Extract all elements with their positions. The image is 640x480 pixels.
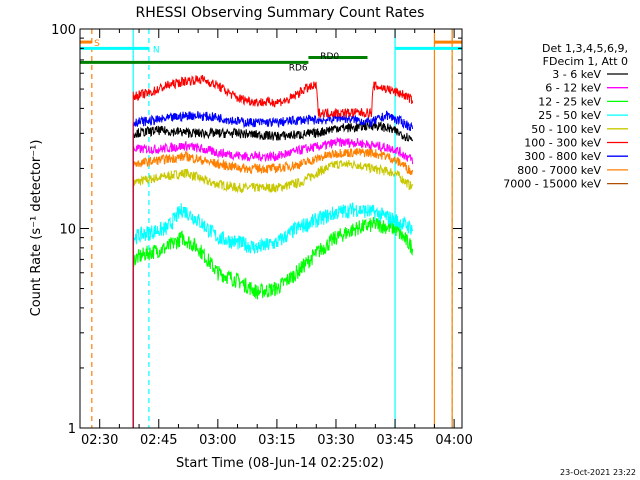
series-trace-5 [132, 74, 414, 428]
y-tick-label: 1 [68, 422, 76, 437]
series-trace-7 [132, 147, 414, 428]
x-axis-label: Start Time (08-Jun-14 02:25:02) [176, 456, 384, 471]
legend-label: 12 - 25 keV [538, 95, 601, 108]
y-axis-label: Count Rate (s⁻¹ detector⁻¹) [29, 140, 44, 317]
legend-label: 50 - 100 keV [531, 123, 601, 136]
legend-label: 800 - 7000 keV [517, 164, 601, 177]
x-tick-label: 03:45 [376, 433, 413, 448]
flag-label-n: N [153, 45, 160, 55]
chart-marks: S N RD6 RD0 [80, 29, 462, 428]
x-tick-label: 03:00 [199, 433, 236, 448]
legend-header: Det 1,3,4,5,6,9, [542, 42, 628, 55]
series-trace-1 [132, 136, 414, 428]
x-tick-label: 02:45 [140, 433, 177, 448]
x-tick-label: 04:00 [435, 433, 472, 448]
legend: Det 1,3,4,5,6,9,FDecim 1, Att 03 - 6 keV… [503, 42, 628, 191]
x-tick-label: 02:30 [81, 433, 118, 448]
flag-label-s: S [94, 39, 100, 49]
series-trace-4 [132, 159, 414, 428]
legend-header: FDecim 1, Att 0 [543, 55, 628, 68]
y-tick-label: 100 [51, 23, 76, 38]
legend-label: 100 - 300 keV [524, 137, 601, 150]
chart-axes: 02:30 02:45 03:00 03:15 03:30 03:45 04:00 1 10 10… [51, 23, 473, 448]
legend-label: 3 - 6 keV [552, 68, 601, 81]
legend-label: 7000 - 15000 keV [503, 178, 601, 191]
flag-label-rd0: RD0 [320, 52, 339, 62]
series-trace-0 [132, 120, 414, 428]
chart-title: RHESSI Observing Summary Count Rates [136, 5, 425, 21]
legend-label: 300 - 800 keV [524, 150, 601, 163]
flag-label-rd6: RD6 [289, 63, 308, 73]
x-tick-label: 03:30 [317, 433, 354, 448]
legend-label: 6 - 12 keV [545, 82, 601, 95]
x-tick-label: 03:15 [258, 433, 295, 448]
legend-label: 25 - 50 keV [538, 109, 601, 122]
series-trace-3 [132, 202, 414, 428]
plot-timestamp: 23-Oct-2021 23:22 [560, 468, 636, 477]
y-tick-label: 10 [59, 223, 76, 238]
series-trace-2 [132, 216, 414, 428]
series-trace-6 [132, 110, 414, 428]
